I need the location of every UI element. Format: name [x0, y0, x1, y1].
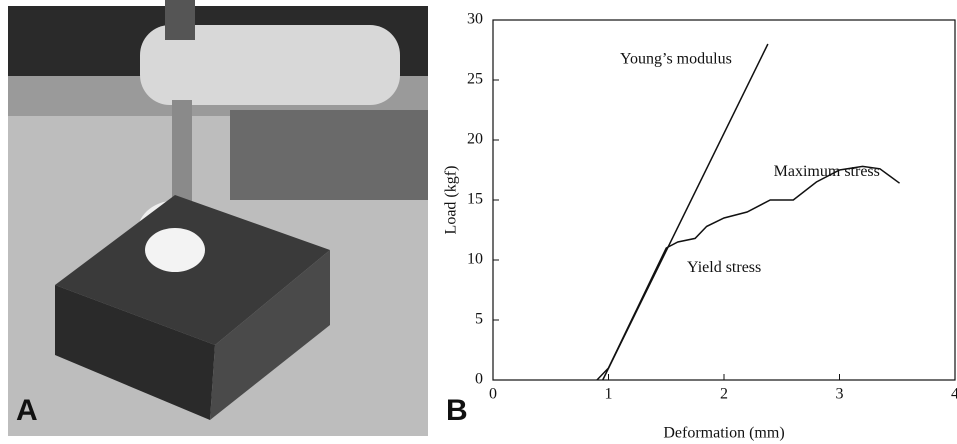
y-tick-label: 0: [475, 371, 483, 388]
annotation: Young’s modulus: [620, 50, 732, 67]
x-axis-label: Deformation (mm): [663, 425, 784, 442]
y-tick-label: 10: [467, 251, 483, 268]
x-tick-label: 3: [836, 386, 844, 403]
x-tick-label: 1: [605, 386, 613, 403]
x-tick-label: 4: [951, 386, 957, 403]
y-axis-label: Load (kgf): [443, 166, 460, 235]
panel-label: B: [446, 394, 468, 427]
annotation: Maximum stress: [774, 163, 880, 180]
chart: 0 1 2 3 4 0 5 10 15 20 25 30 Deformation (mm) Load (k…: [443, 11, 957, 442]
data-line: [596, 165, 901, 381]
y-tick-label: 25: [467, 71, 483, 88]
y-tick-label: 5: [475, 311, 483, 328]
y-tick-label: 20: [467, 131, 483, 148]
x-tick-label: 0: [489, 386, 497, 403]
panel-label: A: [16, 394, 38, 427]
annotation: Yield stress: [687, 259, 761, 276]
photo: [8, 0, 428, 436]
y-tick-label: 30: [467, 11, 483, 28]
y-tick-label: 15: [467, 191, 483, 208]
x-tick-label: 2: [720, 386, 728, 403]
plot-frame: [492, 19, 956, 381]
